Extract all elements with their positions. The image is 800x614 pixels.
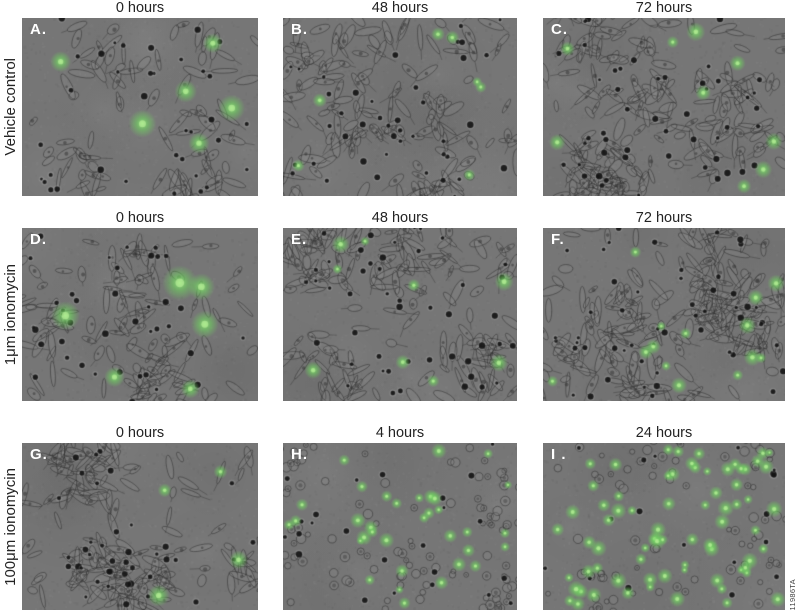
row-label-vehicle-control: Vehicle control bbox=[0, 18, 20, 196]
micrograph-d: D. bbox=[22, 228, 258, 401]
panel-d: 0 hours D. bbox=[22, 210, 258, 401]
row-label-text: 1μm ionomycin bbox=[1, 263, 19, 366]
panel-letter: E. bbox=[291, 231, 308, 248]
micrograph-g: G. bbox=[22, 443, 258, 610]
micrograph-f: F. bbox=[543, 228, 785, 401]
micrograph-e: E. bbox=[283, 228, 517, 401]
figure-code: 11986TA bbox=[786, 443, 799, 610]
time-label: 4 hours bbox=[375, 425, 425, 441]
panel-letter: B. bbox=[291, 21, 308, 38]
panel-i: 24 hours I . bbox=[543, 425, 785, 610]
micrograph-canvas bbox=[22, 18, 258, 196]
time-label: 0 hours bbox=[115, 0, 165, 16]
time-label: 0 hours bbox=[115, 210, 165, 226]
panel-letter: I . bbox=[551, 446, 567, 463]
panel-b: 48 hours B. bbox=[283, 0, 517, 196]
panel-g: 0 hours G. bbox=[22, 425, 258, 610]
micrograph-canvas bbox=[283, 228, 517, 401]
micrograph-b: B. bbox=[283, 18, 517, 196]
micrograph-canvas bbox=[22, 443, 258, 610]
row-label-1um-ionomycin: 1μm ionomycin bbox=[0, 228, 20, 401]
time-label: 24 hours bbox=[635, 425, 693, 441]
panel-letter: A. bbox=[30, 21, 47, 38]
time-label: 48 hours bbox=[371, 210, 429, 226]
panel-e: 48 hours E. bbox=[283, 210, 517, 401]
panel-letter: C. bbox=[551, 21, 568, 38]
micrograph-canvas bbox=[543, 18, 785, 196]
row-label-100um-ionomycin: 100μm ionomycin bbox=[0, 443, 20, 610]
panel-h: 4 hours H. bbox=[283, 425, 517, 610]
panel-c: 72 hours C. bbox=[543, 0, 785, 196]
panel-letter: F. bbox=[551, 231, 565, 248]
row-label-text: Vehicle control bbox=[1, 58, 19, 156]
time-label: 0 hours bbox=[115, 425, 165, 441]
panel-f: 72 hours F. bbox=[543, 210, 785, 401]
panel-letter: H. bbox=[291, 446, 308, 463]
micrograph-canvas bbox=[283, 18, 517, 196]
micrograph-canvas bbox=[22, 228, 258, 401]
micrograph-i: I . bbox=[543, 443, 785, 610]
micrograph-canvas bbox=[543, 443, 785, 610]
time-label: 48 hours bbox=[371, 0, 429, 16]
micrograph-a: A. bbox=[22, 18, 258, 196]
micrograph-canvas bbox=[283, 443, 517, 610]
micrograph-h: H. bbox=[283, 443, 517, 610]
panel-a: 0 hours A. bbox=[22, 0, 258, 196]
time-label: 72 hours bbox=[635, 0, 693, 16]
row-label-text: 100μm ionomycin bbox=[1, 467, 19, 586]
panel-letter: D. bbox=[30, 231, 47, 248]
micrograph-c: C. bbox=[543, 18, 785, 196]
panel-letter: G. bbox=[30, 446, 48, 463]
time-label: 72 hours bbox=[635, 210, 693, 226]
micrograph-canvas bbox=[543, 228, 785, 401]
figure-code-text: 11986TA bbox=[788, 578, 797, 610]
